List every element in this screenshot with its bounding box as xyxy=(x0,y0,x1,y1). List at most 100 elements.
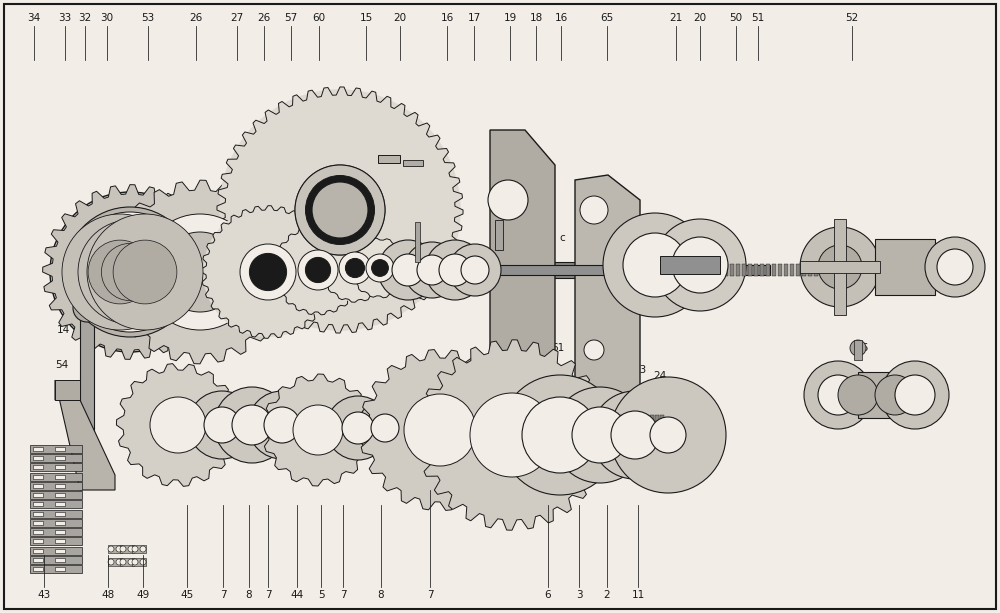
Bar xyxy=(30,500,82,508)
Text: 16: 16 xyxy=(440,13,454,23)
Bar xyxy=(33,447,43,451)
Bar xyxy=(495,220,503,250)
Text: c: c xyxy=(507,233,513,243)
Polygon shape xyxy=(217,87,463,333)
Bar xyxy=(108,558,122,566)
Circle shape xyxy=(128,546,134,552)
Circle shape xyxy=(875,375,915,415)
Circle shape xyxy=(120,546,126,552)
Polygon shape xyxy=(321,234,389,302)
Circle shape xyxy=(214,387,290,463)
Text: 12: 12 xyxy=(76,325,90,335)
Text: 24: 24 xyxy=(653,371,667,381)
Circle shape xyxy=(232,405,272,445)
Circle shape xyxy=(371,414,399,442)
Bar xyxy=(33,558,43,562)
Bar xyxy=(33,539,43,543)
Bar xyxy=(33,530,43,534)
Circle shape xyxy=(88,240,152,304)
Bar xyxy=(33,484,43,488)
Text: 14: 14 xyxy=(323,297,337,307)
Bar xyxy=(145,262,725,278)
Text: 23: 23 xyxy=(633,365,647,375)
Bar xyxy=(33,465,43,470)
Bar xyxy=(55,567,65,571)
Bar xyxy=(55,512,65,516)
Polygon shape xyxy=(350,238,410,298)
Bar xyxy=(132,558,146,566)
Circle shape xyxy=(150,397,206,453)
Bar xyxy=(55,530,65,534)
Bar xyxy=(55,484,65,488)
Text: 60: 60 xyxy=(312,13,326,23)
Circle shape xyxy=(584,340,604,360)
Text: 6: 6 xyxy=(545,590,551,600)
Bar xyxy=(724,264,728,276)
Bar xyxy=(33,549,43,552)
Circle shape xyxy=(78,220,182,324)
Circle shape xyxy=(552,387,648,483)
Bar xyxy=(595,415,598,425)
Circle shape xyxy=(838,375,878,415)
Circle shape xyxy=(611,411,659,459)
Text: 23: 23 xyxy=(343,315,357,325)
Bar xyxy=(854,340,862,360)
Bar xyxy=(55,380,80,400)
Bar xyxy=(30,528,82,536)
Bar xyxy=(155,414,615,426)
Text: 51: 51 xyxy=(751,13,765,23)
Bar xyxy=(772,264,776,276)
Bar xyxy=(55,456,65,460)
Bar xyxy=(858,372,896,418)
Circle shape xyxy=(339,252,371,284)
Text: 21: 21 xyxy=(669,13,683,23)
Circle shape xyxy=(116,559,122,565)
Circle shape xyxy=(298,250,338,290)
Bar xyxy=(778,264,782,276)
Circle shape xyxy=(378,240,438,300)
Circle shape xyxy=(372,259,388,276)
Bar xyxy=(748,264,752,276)
Circle shape xyxy=(366,254,394,282)
Text: 7: 7 xyxy=(220,590,226,600)
Bar xyxy=(630,415,634,425)
Text: 49: 49 xyxy=(136,590,150,600)
Bar xyxy=(55,539,65,543)
Circle shape xyxy=(113,240,177,304)
Circle shape xyxy=(108,559,114,565)
Circle shape xyxy=(345,259,365,278)
Circle shape xyxy=(240,244,296,300)
Text: 8: 8 xyxy=(378,590,384,600)
Circle shape xyxy=(132,546,138,552)
Text: 15: 15 xyxy=(359,13,373,23)
Circle shape xyxy=(87,214,203,330)
Text: 26: 26 xyxy=(257,13,271,23)
Polygon shape xyxy=(108,180,292,364)
Circle shape xyxy=(925,237,985,297)
Bar xyxy=(730,264,734,276)
Text: 28: 28 xyxy=(215,305,229,315)
Circle shape xyxy=(342,412,374,444)
Text: 41: 41 xyxy=(831,385,845,395)
Bar xyxy=(30,473,82,481)
Text: 37: 37 xyxy=(351,303,365,313)
Circle shape xyxy=(580,196,608,224)
Circle shape xyxy=(392,254,424,286)
Circle shape xyxy=(610,377,726,493)
Bar xyxy=(33,521,43,525)
Circle shape xyxy=(306,175,375,245)
Text: 34: 34 xyxy=(27,13,41,23)
Circle shape xyxy=(70,212,190,332)
Bar xyxy=(706,264,710,276)
Text: 11: 11 xyxy=(631,590,645,600)
Polygon shape xyxy=(490,130,555,420)
Text: 14: 14 xyxy=(56,325,70,335)
Bar xyxy=(640,415,644,425)
Bar xyxy=(33,512,43,516)
Circle shape xyxy=(140,546,146,552)
Text: 54: 54 xyxy=(55,360,69,370)
Circle shape xyxy=(895,375,935,415)
Bar xyxy=(625,415,629,425)
Bar xyxy=(655,415,658,425)
Circle shape xyxy=(293,405,343,455)
